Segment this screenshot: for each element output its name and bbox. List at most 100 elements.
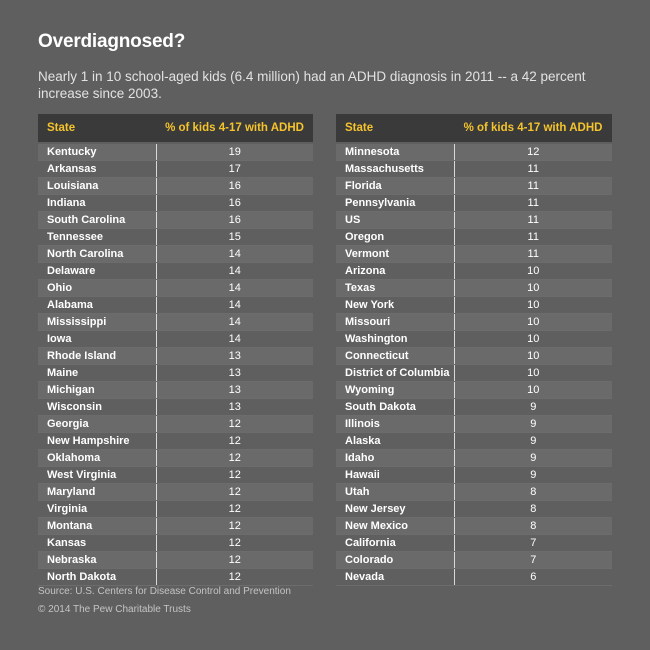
percent-cell: 16 (155, 194, 313, 212)
table-row: Oregon 11 (336, 228, 612, 246)
percent-cell: 12 (155, 483, 313, 501)
percent-cell: 13 (155, 347, 313, 365)
state-cell: Washington (336, 330, 454, 348)
state-cell: North Carolina (38, 245, 156, 263)
percent-cell: 14 (155, 296, 313, 314)
table-row: Pennsylvania 11 (336, 194, 612, 212)
percent-cell: 14 (155, 313, 313, 331)
percent-cell: 12 (155, 449, 313, 467)
state-cell: US (336, 211, 454, 229)
state-cell: Colorado (336, 551, 454, 569)
table-row: Michigan 13 (38, 381, 313, 399)
table-row: Maryland 12 (38, 483, 313, 501)
percent-cell: 12 (155, 415, 313, 433)
state-cell: Nebraska (38, 551, 156, 569)
table-row: Utah 8 (336, 483, 612, 501)
percent-cell: 9 (453, 398, 612, 416)
percent-cell: 19 (155, 144, 313, 161)
percent-cell: 10 (453, 313, 612, 331)
state-cell: Michigan (38, 381, 156, 399)
table-row: Kentucky 19 (38, 144, 313, 161)
table-row: South Dakota 9 (336, 398, 612, 416)
state-cell: Maryland (38, 483, 156, 501)
state-cell: South Dakota (336, 398, 454, 416)
percent-cell: 13 (155, 398, 313, 416)
percent-cell: 12 (155, 500, 313, 518)
table-row: Nevada 6 (336, 568, 612, 586)
percent-cell: 12 (155, 568, 313, 586)
state-cell: Indiana (38, 194, 156, 212)
percent-cell: 13 (155, 381, 313, 399)
percent-cell: 7 (453, 534, 612, 552)
state-cell: Vermont (336, 245, 454, 263)
state-cell: Iowa (38, 330, 156, 348)
table-row: Delaware 14 (38, 262, 313, 280)
state-cell: Pennsylvania (336, 194, 454, 212)
percent-cell: 11 (453, 228, 612, 246)
percent-cell: 9 (453, 449, 612, 467)
state-cell: Nevada (336, 568, 454, 586)
state-cell: New Mexico (336, 517, 454, 535)
chart-title: Overdiagnosed? (38, 31, 186, 52)
state-cell: Delaware (38, 262, 156, 280)
percent-cell: 15 (155, 228, 313, 246)
table-row: Washington 10 (336, 330, 612, 348)
state-cell: Oregon (336, 228, 454, 246)
source-note: Source: U.S. Centers for Disease Control… (38, 586, 291, 597)
percent-cell: 6 (453, 568, 612, 586)
table-row: Arkansas 17 (38, 160, 313, 178)
chart-subtitle: Nearly 1 in 10 school-aged kids (6.4 mil… (38, 69, 586, 101)
state-cell: Connecticut (336, 347, 454, 365)
table-row: North Carolina 14 (38, 245, 313, 263)
table-row: Florida 11 (336, 177, 612, 195)
table-row: Hawaii 9 (336, 466, 612, 484)
table-row: Missouri 10 (336, 313, 612, 331)
state-cell: Maine (38, 364, 156, 382)
percent-cell: 9 (453, 432, 612, 450)
table-row: Idaho 9 (336, 449, 612, 467)
state-cell: Mississippi (38, 313, 156, 331)
copyright-note: © 2014 The Pew Charitable Trusts (38, 604, 191, 615)
percent-cell: 13 (155, 364, 313, 382)
percent-cell: 14 (155, 279, 313, 297)
percent-cell: 12 (155, 534, 313, 552)
table-row: New York 10 (336, 296, 612, 314)
percent-cell: 17 (155, 160, 313, 178)
table-left: State % of kids 4-17 with ADHD Kentucky 1… (38, 114, 313, 586)
state-cell: Kansas (38, 534, 156, 552)
table-row: Maine 13 (38, 364, 313, 382)
table-row: Minnesota 12 (336, 144, 612, 161)
state-cell: California (336, 534, 454, 552)
table-row: Virginia 12 (38, 500, 313, 518)
state-cell: Arkansas (38, 160, 156, 178)
state-cell: Idaho (336, 449, 454, 467)
table-row: Connecticut 10 (336, 347, 612, 365)
table-row: Arizona 10 (336, 262, 612, 280)
percent-cell: 10 (453, 347, 612, 365)
state-cell: North Dakota (38, 568, 156, 586)
percent-cell: 11 (453, 160, 612, 178)
percent-cell: 10 (453, 364, 612, 382)
table-row: Alaska 9 (336, 432, 612, 450)
percent-cell: 8 (453, 483, 612, 501)
table-row: Georgia 12 (38, 415, 313, 433)
state-cell: South Carolina (38, 211, 156, 229)
table-row: Indiana 16 (38, 194, 313, 212)
state-cell: Louisiana (38, 177, 156, 195)
table-row: West Virginia 12 (38, 466, 313, 484)
table-row: Rhode Island 13 (38, 347, 313, 365)
table-row: Oklahoma 12 (38, 449, 313, 467)
state-cell: Missouri (336, 313, 454, 331)
percent-cell: 9 (453, 415, 612, 433)
table-row: South Carolina 16 (38, 211, 313, 229)
state-cell: Tennessee (38, 228, 156, 246)
state-cell: New Hampshire (38, 432, 156, 450)
table-row: Mississippi 14 (38, 313, 313, 331)
table-row: Iowa 14 (38, 330, 313, 348)
state-cell: Hawaii (336, 466, 454, 484)
state-cell: Texas (336, 279, 454, 297)
table-row: Texas 10 (336, 279, 612, 297)
table-right: State % of kids 4-17 with ADHD Minnesota… (336, 114, 612, 586)
state-cell: Wyoming (336, 381, 454, 399)
table-row: Louisiana 16 (38, 177, 313, 195)
